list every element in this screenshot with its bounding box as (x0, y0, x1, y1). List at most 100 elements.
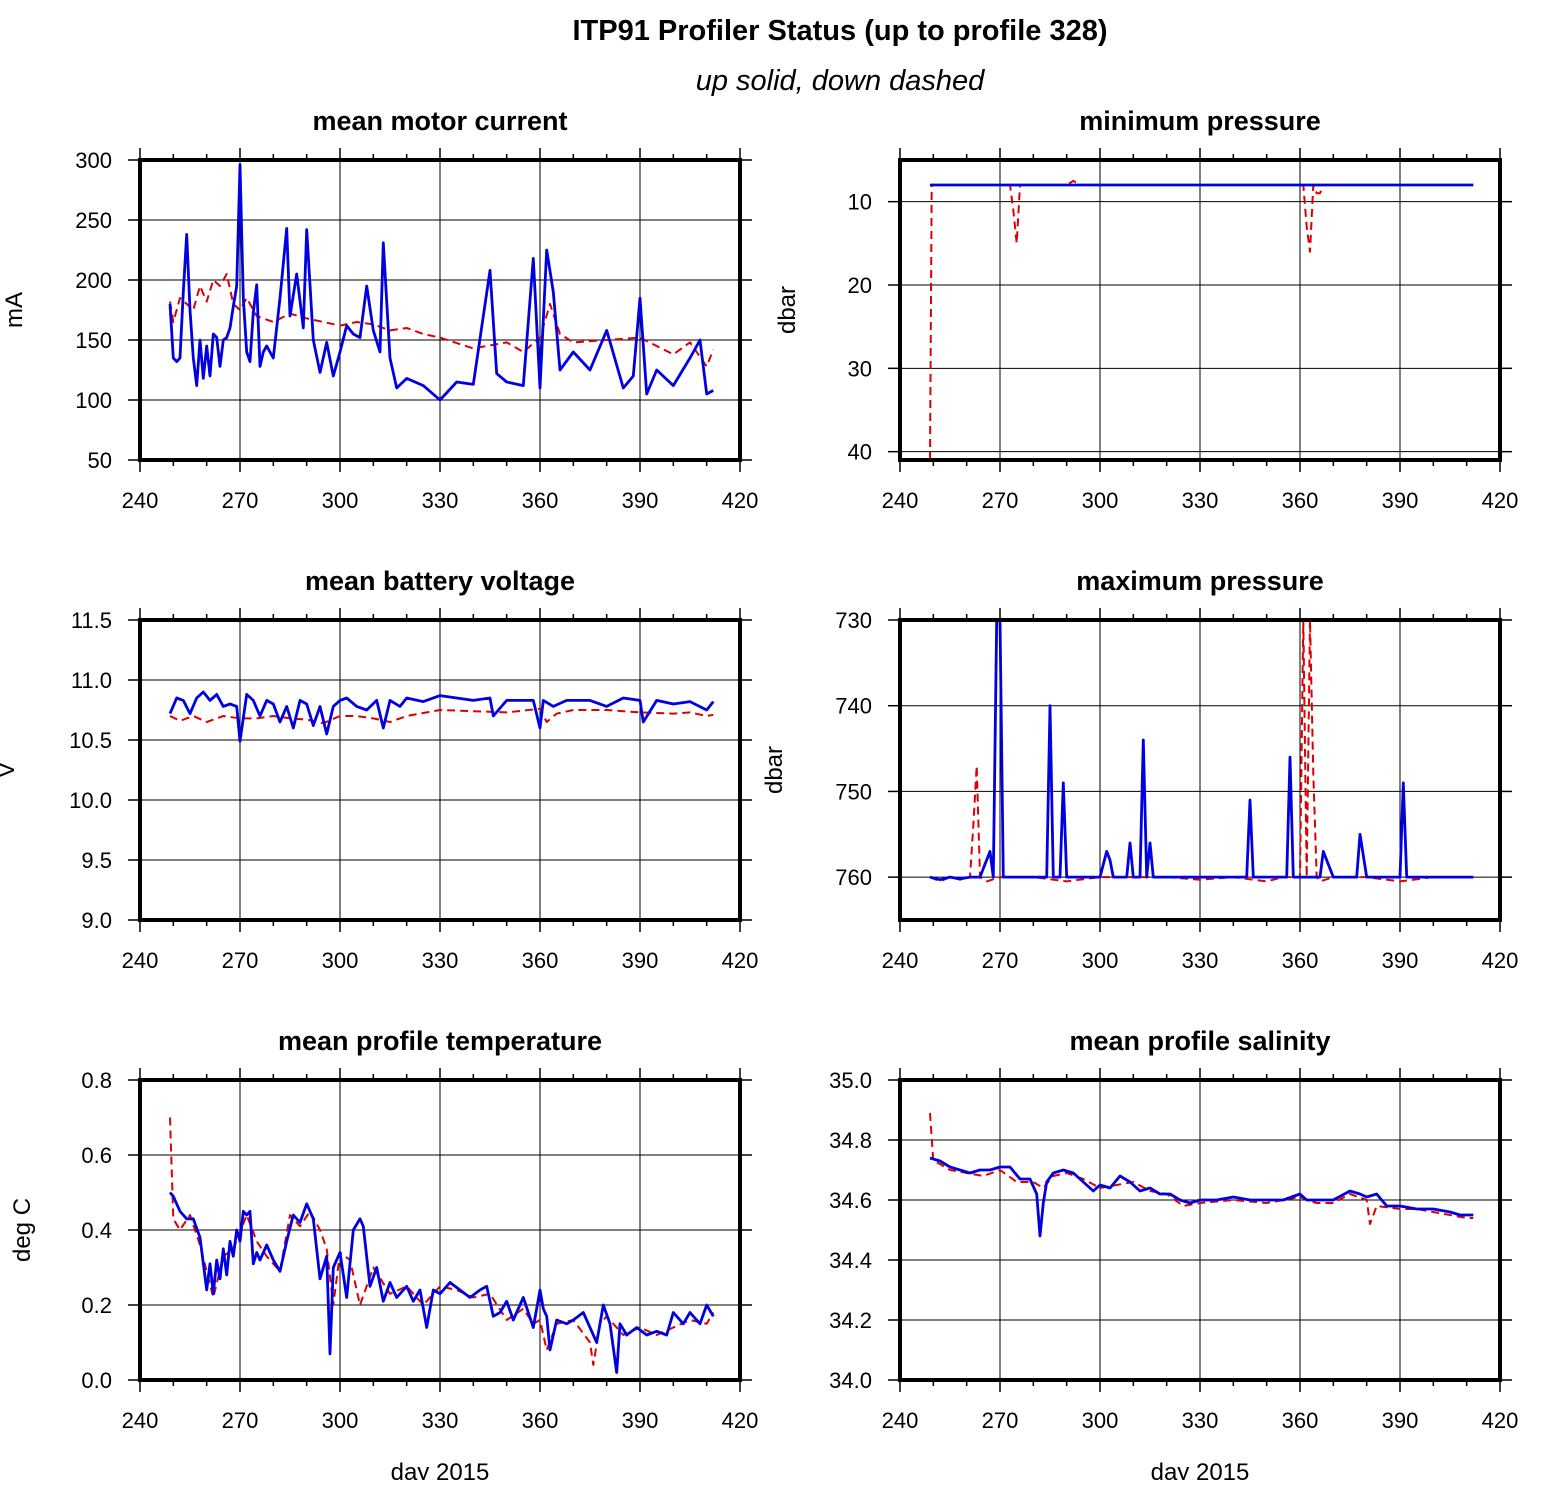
plot-frame (898, 1078, 1502, 1382)
x-tick-label: 240 (122, 488, 159, 513)
x-tick-label: 270 (982, 948, 1019, 973)
x-tick-label: 300 (322, 488, 359, 513)
y-tick-label: 0.4 (81, 1218, 112, 1243)
plot-frame (138, 158, 742, 462)
x-tick-label: 330 (422, 488, 459, 513)
panel-2: minimum pressure 240 270 300 330 360 390 420 10 2… (774, 106, 1518, 513)
y-tick-label: 34.0 (829, 1368, 872, 1393)
y-tick-label: 35.0 (829, 1068, 872, 1093)
y-tick-label: 40 (848, 440, 872, 465)
y-tick-label: 10.5 (69, 728, 112, 753)
x-tick-label: 270 (982, 1408, 1019, 1433)
panel-title: maximum pressure (1076, 566, 1324, 596)
y-tick-label: 11.0 (71, 668, 112, 693)
x-tick-label: 360 (522, 488, 559, 513)
figure-subtitle: up solid, down dashed (696, 65, 985, 97)
plot-frame (898, 158, 1502, 462)
x-tick-label: 360 (1282, 488, 1319, 513)
x-tick-label: 420 (722, 948, 759, 973)
y-axis-label: dbar (761, 746, 788, 794)
x-axis-label: day 2015 (391, 1459, 490, 1480)
x-tick-label: 360 (522, 1408, 559, 1433)
y-tick-label: 100 (75, 388, 112, 413)
panel-title: mean profile salinity (1069, 1026, 1330, 1056)
grid (140, 620, 740, 920)
x-tick-label: 360 (1282, 948, 1319, 973)
series-group (168, 163, 715, 402)
y-tick-label: 9.0 (81, 908, 112, 933)
series-line-down (169, 273, 715, 368)
series-line-up (168, 163, 714, 402)
series-group (168, 690, 715, 743)
x-tick-label: 240 (882, 488, 919, 513)
series-line-up (929, 620, 1474, 882)
y-tick-label: 50 (88, 448, 112, 473)
grid (900, 1080, 1500, 1380)
x-tick-label: 300 (322, 1408, 359, 1433)
y-tick-label: 750 (835, 779, 872, 804)
y-tick-label: 740 (835, 694, 872, 719)
series-line-up (929, 1156, 1474, 1238)
x-tick-label: 270 (222, 1408, 259, 1433)
x-tick-label: 240 (882, 1408, 919, 1433)
panel-title: mean battery voltage (305, 566, 575, 596)
series-line-down (169, 707, 714, 725)
plot-frame (138, 618, 742, 922)
x-tick-label: 300 (322, 948, 359, 973)
y-tick-label: 34.8 (829, 1128, 872, 1153)
x-tick-label: 270 (222, 948, 259, 973)
panel-6: mean profile salinity 240 270 300 330 360 390 4… (829, 1026, 1518, 1485)
series-line-down (929, 620, 1474, 883)
x-tick-label: 420 (1482, 948, 1519, 973)
y-tick-label: 730 (835, 608, 872, 633)
y-tick-label: 34.2 (829, 1308, 872, 1333)
series-group (929, 1112, 1474, 1238)
x-tick-label: 240 (122, 948, 159, 973)
y-tick-label: 300 (75, 148, 112, 173)
y-tick-label: 10.0 (69, 788, 112, 813)
x-tick-label: 330 (422, 948, 459, 973)
x-tick-label: 390 (1382, 948, 1419, 973)
series-line-up (168, 690, 715, 743)
y-axis-label: deg C (9, 1198, 36, 1262)
x-tick-label: 240 (122, 1408, 159, 1433)
figure-title: ITP91 Profiler Status (up to profile 328… (573, 15, 1108, 47)
y-axis-label: dbar (774, 286, 801, 334)
grid (140, 160, 740, 460)
panel-title: mean profile temperature (278, 1026, 602, 1056)
x-axis-label: day 2015 (1151, 1459, 1250, 1480)
y-tick-label: 150 (75, 328, 112, 353)
x-tick-label: 330 (1182, 948, 1219, 973)
x-tick-label: 330 (422, 1408, 459, 1433)
x-tick-label: 300 (1082, 948, 1119, 973)
y-tick-label: 34.4 (829, 1248, 872, 1273)
x-tick-label: 390 (1382, 488, 1419, 513)
grid (900, 620, 1500, 920)
y-tick-label: 760 (835, 865, 872, 890)
x-tick-label: 270 (222, 488, 259, 513)
y-axis-label: V (0, 762, 20, 778)
x-tick-label: 390 (1382, 1408, 1419, 1433)
x-tick-label: 330 (1182, 488, 1219, 513)
panel-4: maximum pressure 240 270 300 330 360 390 420 730… (761, 566, 1518, 973)
y-tick-label: 10 (848, 190, 872, 215)
panel-1: mean motor current 240 270 300 330 360 390 420 5… (1, 106, 758, 513)
x-tick-label: 390 (622, 488, 659, 513)
x-tick-label: 420 (1482, 488, 1519, 513)
y-tick-label: 0.0 (81, 1368, 112, 1393)
y-axis-label: mA (1, 292, 28, 328)
series-group (929, 620, 1474, 883)
panel-3: mean battery voltage 240 270 300 330 360 390 42… (0, 566, 758, 973)
y-tick-label: 9.5 (81, 848, 112, 873)
series-line-down (929, 1112, 1474, 1225)
y-tick-label: 0.2 (81, 1293, 112, 1318)
series-line-up (168, 1191, 715, 1374)
x-tick-label: 360 (522, 948, 559, 973)
y-tick-label: 34.6 (829, 1188, 872, 1213)
grid (900, 160, 1500, 460)
x-tick-label: 420 (722, 488, 759, 513)
y-tick-label: 11.5 (71, 608, 112, 633)
y-tick-label: 20 (848, 273, 872, 298)
x-tick-label: 240 (882, 948, 919, 973)
